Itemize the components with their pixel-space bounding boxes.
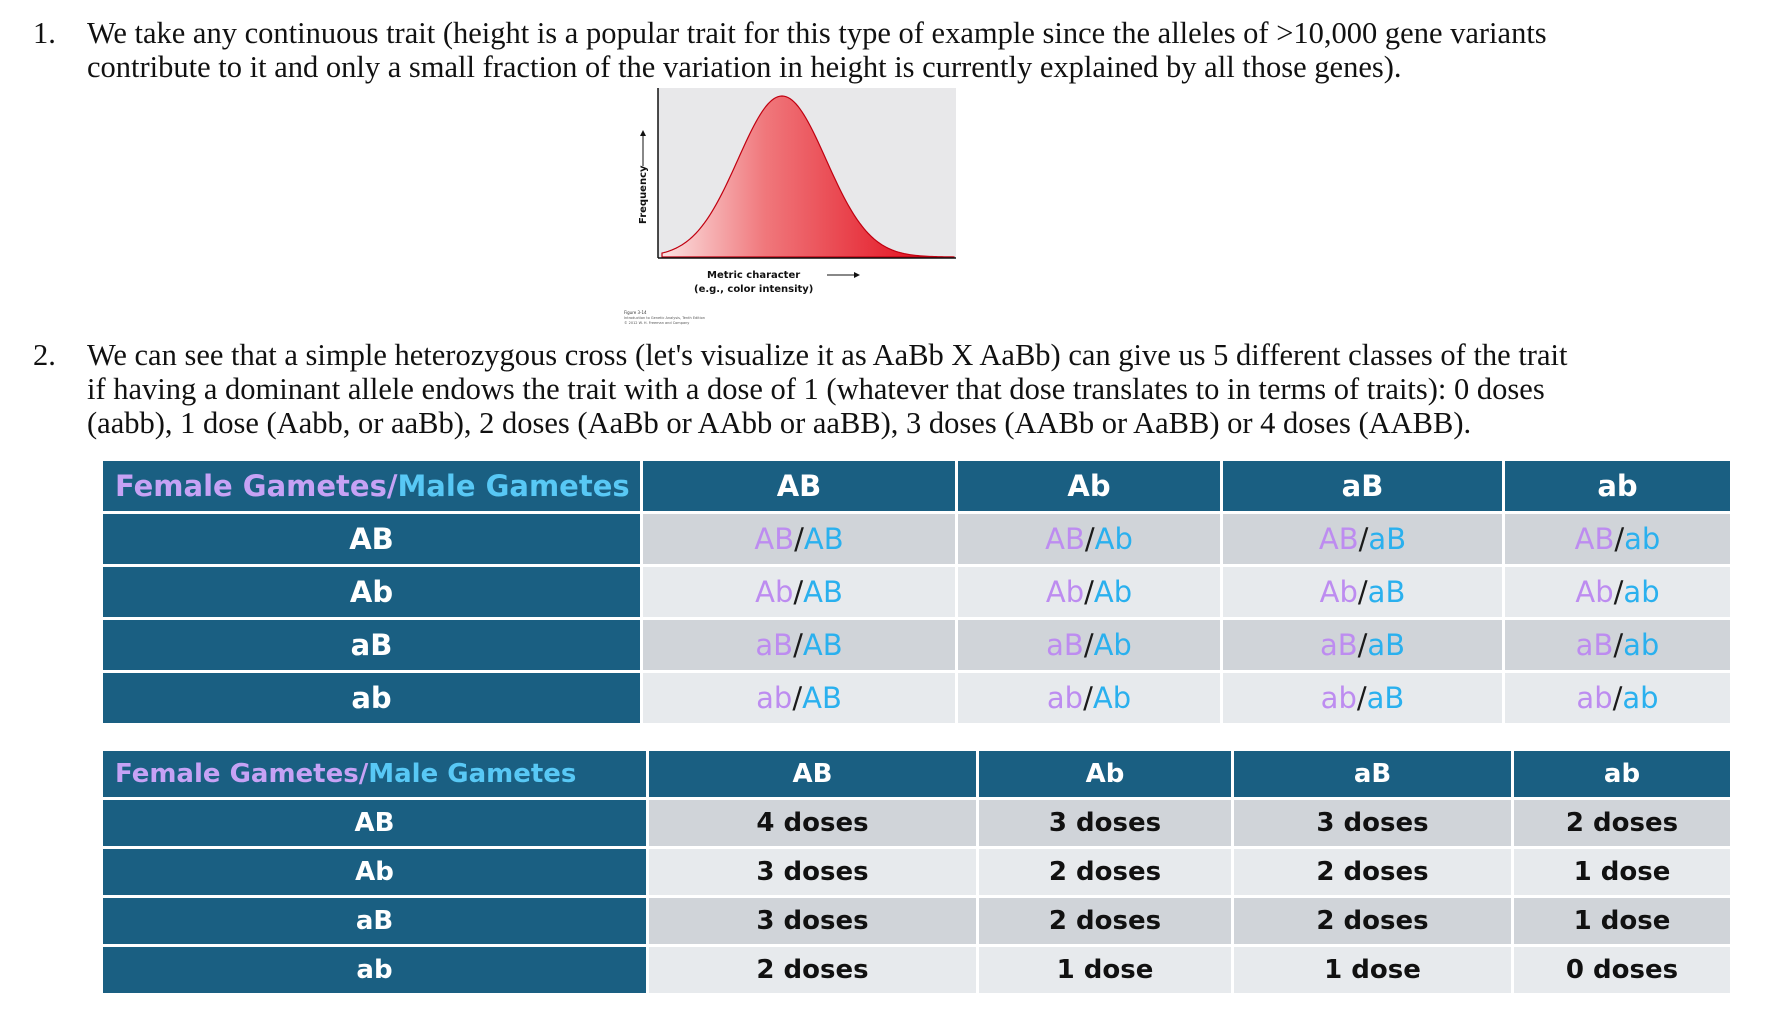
column-header: ab	[1502, 458, 1733, 514]
bell-curve	[661, 95, 955, 258]
genotype-cell: aB/aB	[1220, 617, 1505, 673]
genotype-cell: aB/Ab	[955, 617, 1223, 673]
dose-punnett-table: Female Gametes/Male Gametes AB Ab aB ab …	[100, 748, 1733, 996]
x-axis-label: Metric character	[707, 270, 800, 281]
paragraph-line: We can see that a simple heterozygous cr…	[87, 338, 1568, 372]
dose-cell: 4 doses	[646, 797, 979, 849]
row-header: aB	[100, 895, 649, 947]
dose-cell: 3 doses	[976, 797, 1234, 849]
genotype-cell: ab/AB	[640, 670, 958, 726]
column-header: aB	[1231, 748, 1514, 800]
dose-cell: 0 doses	[1511, 944, 1733, 996]
normal-distribution-figure: Frequency Metric character (e.g., color …	[622, 88, 982, 328]
column-header: AB	[640, 458, 958, 514]
genotype-cell: Ab/aB	[1220, 564, 1505, 620]
table-row: ab 2 doses 1 dose 1 dose 0 doses	[100, 944, 1733, 996]
table-row: Ab Ab/AB Ab/Ab Ab/aB Ab/ab	[100, 564, 1733, 620]
column-header: ab	[1511, 748, 1733, 800]
figure-caption: Figure 3-14	[624, 310, 647, 315]
genotype-cell: AB/aB	[1220, 511, 1505, 567]
paragraph-line: (aabb), 1 dose (Aabb, or aaBb), 2 doses …	[87, 406, 1472, 440]
row-header: Ab	[100, 846, 649, 898]
dose-cell: 1 dose	[1231, 944, 1514, 996]
list-number: 2.	[33, 338, 56, 372]
corner-header: Female Gametes/Male Gametes	[100, 458, 643, 514]
table-row: AB AB/AB AB/Ab AB/aB AB/ab	[100, 511, 1733, 567]
dose-cell: 3 doses	[646, 846, 979, 898]
paragraph-line: if having a dominant allele endows the t…	[87, 372, 1545, 406]
list-number: 1.	[33, 16, 56, 50]
column-header: AB	[646, 748, 979, 800]
genotype-cell: ab/Ab	[955, 670, 1223, 726]
genotype-cell: Ab/Ab	[955, 564, 1223, 620]
dose-cell: 1 dose	[976, 944, 1234, 996]
genotype-cell: Ab/ab	[1502, 564, 1733, 620]
table-row: aB aB/AB aB/Ab aB/aB aB/ab	[100, 617, 1733, 673]
genotype-cell: aB/AB	[640, 617, 958, 673]
paragraph-line: We take any continuous trait (height is …	[87, 16, 1547, 50]
row-header: aB	[100, 617, 643, 673]
genotype-cell: AB/AB	[640, 511, 958, 567]
genotype-cell: aB/ab	[1502, 617, 1733, 673]
genotype-cell: AB/ab	[1502, 511, 1733, 567]
genotype-cell: AB/Ab	[955, 511, 1223, 567]
figure-caption-source: Introduction to Genetic Analysis, Tenth …	[624, 316, 705, 320]
table-header-row: Female Gametes/Male Gametes AB Ab aB ab	[100, 748, 1733, 800]
genotype-cell: Ab/AB	[640, 564, 958, 620]
dose-cell: 2 doses	[976, 846, 1234, 898]
row-header: AB	[100, 511, 643, 567]
dose-cell: 2 doses	[1231, 895, 1514, 947]
genotype-punnett-table: Female Gametes/Male Gametes AB Ab aB ab …	[100, 458, 1733, 726]
figure-caption-copyright: © 2012 W. H. Freeman and Company	[624, 321, 689, 325]
dose-cell: 3 doses	[1231, 797, 1514, 849]
table-row: aB 3 doses 2 doses 2 doses 1 dose	[100, 895, 1733, 947]
dose-cell: 2 doses	[1511, 797, 1733, 849]
column-header: Ab	[976, 748, 1234, 800]
column-header: aB	[1220, 458, 1505, 514]
y-axis-label: Frequency	[638, 165, 649, 224]
dose-cell: 3 doses	[646, 895, 979, 947]
distribution-chart: Frequency Metric character (e.g., color …	[624, 88, 956, 325]
dose-cell: 1 dose	[1511, 895, 1733, 947]
row-header: AB	[100, 797, 649, 849]
table-row: ab ab/AB ab/Ab ab/aB ab/ab	[100, 670, 1733, 726]
table-row: AB 4 doses 3 doses 3 doses 2 doses	[100, 797, 1733, 849]
row-header: ab	[100, 670, 643, 726]
x-axis-sublabel: (e.g., color intensity)	[694, 284, 813, 295]
table-row: Ab 3 doses 2 doses 2 doses 1 dose	[100, 846, 1733, 898]
dose-cell: 2 doses	[976, 895, 1234, 947]
dose-cell: 1 dose	[1511, 846, 1733, 898]
corner-header: Female Gametes/Male Gametes	[100, 748, 649, 800]
genotype-cell: ab/ab	[1502, 670, 1733, 726]
dose-cell: 2 doses	[646, 944, 979, 996]
paragraph-line: contribute to it and only a small fracti…	[87, 50, 1402, 84]
table-header-row: Female Gametes/Male Gametes AB Ab aB ab	[100, 458, 1733, 514]
genotype-cell: ab/aB	[1220, 670, 1505, 726]
column-header: Ab	[955, 458, 1223, 514]
row-header: Ab	[100, 564, 643, 620]
row-header: ab	[100, 944, 649, 996]
dose-cell: 2 doses	[1231, 846, 1514, 898]
